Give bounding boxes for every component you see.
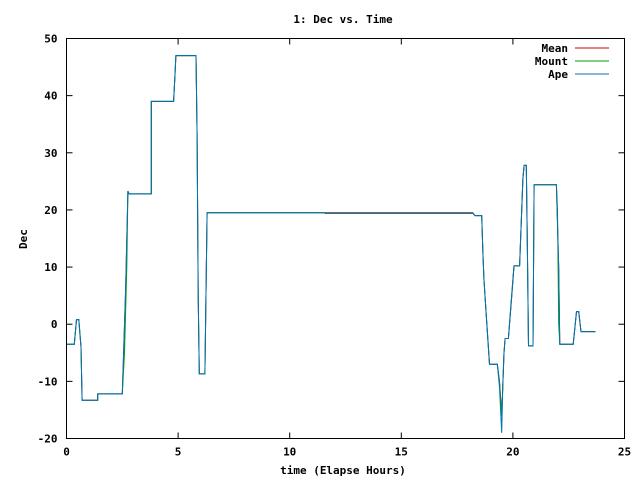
x-tick-label: 20 xyxy=(506,446,519,459)
series-line-mount xyxy=(66,55,596,416)
x-tick-label: 15 xyxy=(395,446,408,459)
axis-ticks: 0 5 10 15 20 25 -20 -10 0 10 20 30 40 50 xyxy=(38,33,632,459)
x-tick-label: 0 xyxy=(63,446,70,459)
legend-label: Ape xyxy=(548,68,568,81)
series-line-mean xyxy=(66,55,596,416)
y-tick-label: 30 xyxy=(44,147,57,160)
chart-title: 1: Dec vs. Time xyxy=(293,13,393,26)
x-tick-label: 25 xyxy=(618,446,631,459)
y-tick-label: -10 xyxy=(38,375,58,388)
plot-frame xyxy=(66,38,625,439)
y-tick-label: 20 xyxy=(44,204,57,217)
y-tick-label: 40 xyxy=(44,90,57,103)
series-layer xyxy=(66,55,596,433)
y-tick-label: 0 xyxy=(51,318,58,331)
x-tick-label: 5 xyxy=(175,446,182,459)
y-tick-label: 10 xyxy=(44,261,57,274)
y-tick-label: -20 xyxy=(38,433,58,446)
legend-label: Mean xyxy=(542,42,569,55)
y-axis-label: Dec xyxy=(17,229,30,249)
x-axis-label: time (Elapse Hours) xyxy=(280,464,406,477)
legend-label: Mount xyxy=(535,55,568,68)
y-tick-label: 50 xyxy=(44,33,57,46)
x-tick-label: 10 xyxy=(283,446,296,459)
series-line-ape xyxy=(66,55,596,433)
